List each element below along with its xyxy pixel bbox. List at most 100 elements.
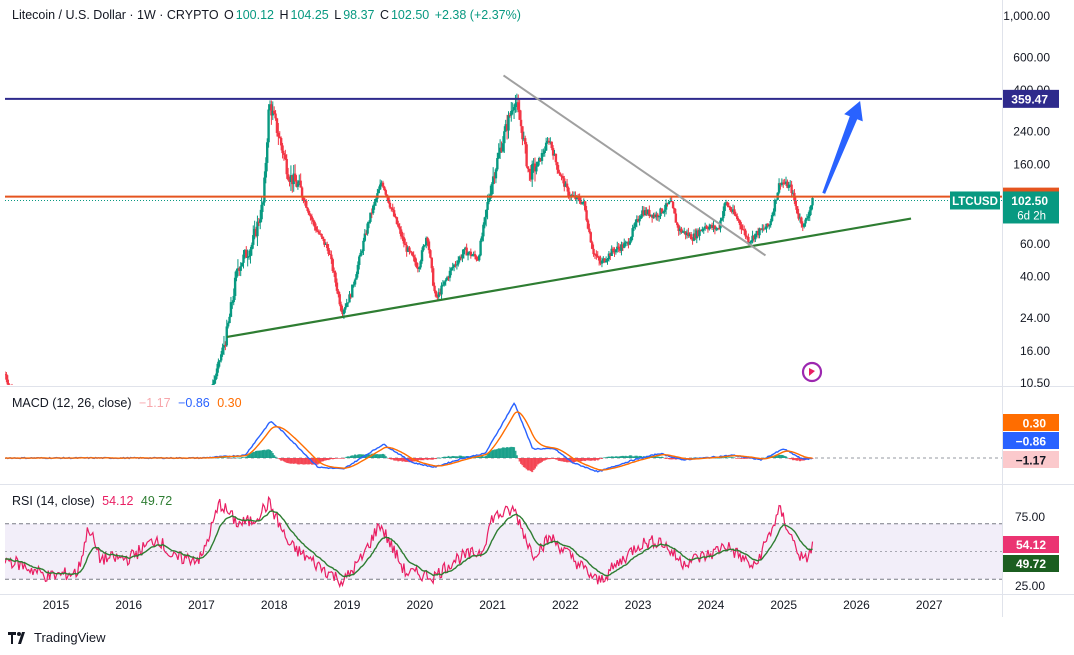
candle-body: [461, 254, 464, 259]
macd-histogram-bar: [393, 458, 396, 461]
candle-body: [444, 279, 447, 282]
candle-body: [320, 233, 323, 237]
candle-body: [710, 224, 714, 228]
macd-histogram-bar: [373, 454, 376, 458]
candle-body: [567, 187, 570, 197]
candle-body: [370, 212, 374, 214]
candle-body: [745, 236, 749, 238]
last-price-box: [1003, 191, 1059, 224]
macd-histogram-bar: [306, 458, 309, 465]
candle-body: [366, 223, 369, 234]
candle-body: [303, 200, 307, 202]
x-tick-label: 2026: [843, 598, 870, 612]
candle-body: [344, 306, 347, 310]
candle-body: [546, 140, 549, 143]
candle-body: [511, 110, 514, 112]
macd-histogram-bar: [263, 449, 266, 458]
candle-body: [254, 228, 258, 237]
macd-histogram-bar: [309, 458, 312, 464]
tradingview-icon: [8, 631, 25, 644]
macd-histogram-bar: [610, 456, 613, 458]
tradingview-logo[interactable]: TradingView: [8, 630, 106, 645]
macd-histogram-bar: [609, 456, 612, 458]
candle-body: [331, 259, 334, 271]
candle-body: [680, 228, 683, 233]
candle-body: [761, 228, 764, 230]
rsi-tick-label: 75.00: [1015, 510, 1045, 524]
macd-histogram-bar: [602, 457, 605, 459]
candle-body: [404, 243, 407, 246]
candle-body: [514, 103, 517, 108]
macd-histogram-bar: [560, 458, 563, 462]
macd-histogram-bar: [578, 458, 581, 462]
candle-body: [630, 236, 633, 242]
candle-body: [6, 379, 9, 385]
macd-histogram-bar: [669, 458, 672, 460]
macd-histogram-bar: [444, 456, 447, 458]
macd-histogram-bar: [427, 458, 430, 460]
macd-histogram-bar: [543, 458, 546, 461]
candle-body: [699, 229, 703, 232]
macd-histogram-bar: [533, 458, 536, 469]
macd-histogram-bar: [607, 456, 610, 458]
candle-body: [736, 216, 739, 220]
macd-histogram-bar: [630, 455, 633, 458]
macd-histogram-bar: [639, 456, 642, 458]
macd-histogram-bar: [542, 458, 545, 461]
macd-histogram-bar: [255, 450, 258, 458]
candle-body: [628, 241, 632, 245]
candle-body: [498, 147, 502, 153]
macd-histogram-bar: [691, 457, 694, 459]
candle-body: [674, 213, 678, 223]
macd-histogram-bar: [274, 456, 277, 458]
macd-histogram-bar: [584, 458, 587, 462]
macd-histogram-bar: [372, 453, 375, 458]
macd-histogram-bar: [743, 458, 746, 459]
candle-body: [372, 205, 375, 214]
candle-body: [521, 126, 524, 140]
macd-histogram-bar: [736, 458, 739, 459]
macd-histogram-bar: [529, 458, 532, 472]
macd-histogram-bar: [390, 458, 393, 460]
rsi-pane: [5, 495, 814, 589]
tradingview-text: TradingView: [34, 630, 106, 645]
macd-histogram-bar: [330, 458, 333, 460]
candle-body: [408, 247, 411, 252]
candle-body: [473, 254, 477, 257]
macd-histogram-bar: [623, 456, 626, 458]
rsi-header: RSI (14, close) 54.12 49.72: [12, 494, 176, 508]
candle-body: [7, 384, 11, 385]
candle-body: [738, 220, 742, 226]
candle-body: [211, 384, 215, 385]
candle-body: [571, 195, 574, 197]
candle-body: [508, 115, 512, 117]
candle-body: [431, 268, 435, 286]
macd-histogram-bar: [361, 454, 364, 458]
macd-histogram-bar: [441, 457, 444, 458]
candle-body: [772, 211, 775, 216]
downtrend-trendline: [502, 74, 767, 257]
candle-body: [729, 206, 732, 210]
candle-body: [305, 200, 308, 208]
candle-body: [540, 153, 544, 161]
last-price-label: 102.50: [1011, 194, 1048, 208]
candle-body: [476, 259, 480, 261]
candle-body: [662, 211, 665, 213]
macd-value-label: −1.17: [1016, 454, 1047, 468]
rsi-line: [5, 495, 814, 589]
candle-body: [278, 136, 281, 138]
candle-body: [213, 380, 216, 385]
candle-body: [564, 183, 567, 187]
macd-histogram-bar: [606, 456, 609, 458]
candle-body: [770, 215, 774, 222]
macd-histogram-bar: [351, 455, 354, 458]
x-tick-label: 2025: [770, 598, 797, 612]
macd-histogram-bar: [575, 458, 578, 462]
macd-histogram-bar: [243, 457, 246, 459]
macd-histogram-bar: [374, 454, 377, 458]
macd-histogram-bar: [282, 458, 285, 462]
candle-body: [416, 267, 420, 269]
candle-body: [749, 240, 753, 243]
macd-histogram-bar: [595, 458, 598, 460]
